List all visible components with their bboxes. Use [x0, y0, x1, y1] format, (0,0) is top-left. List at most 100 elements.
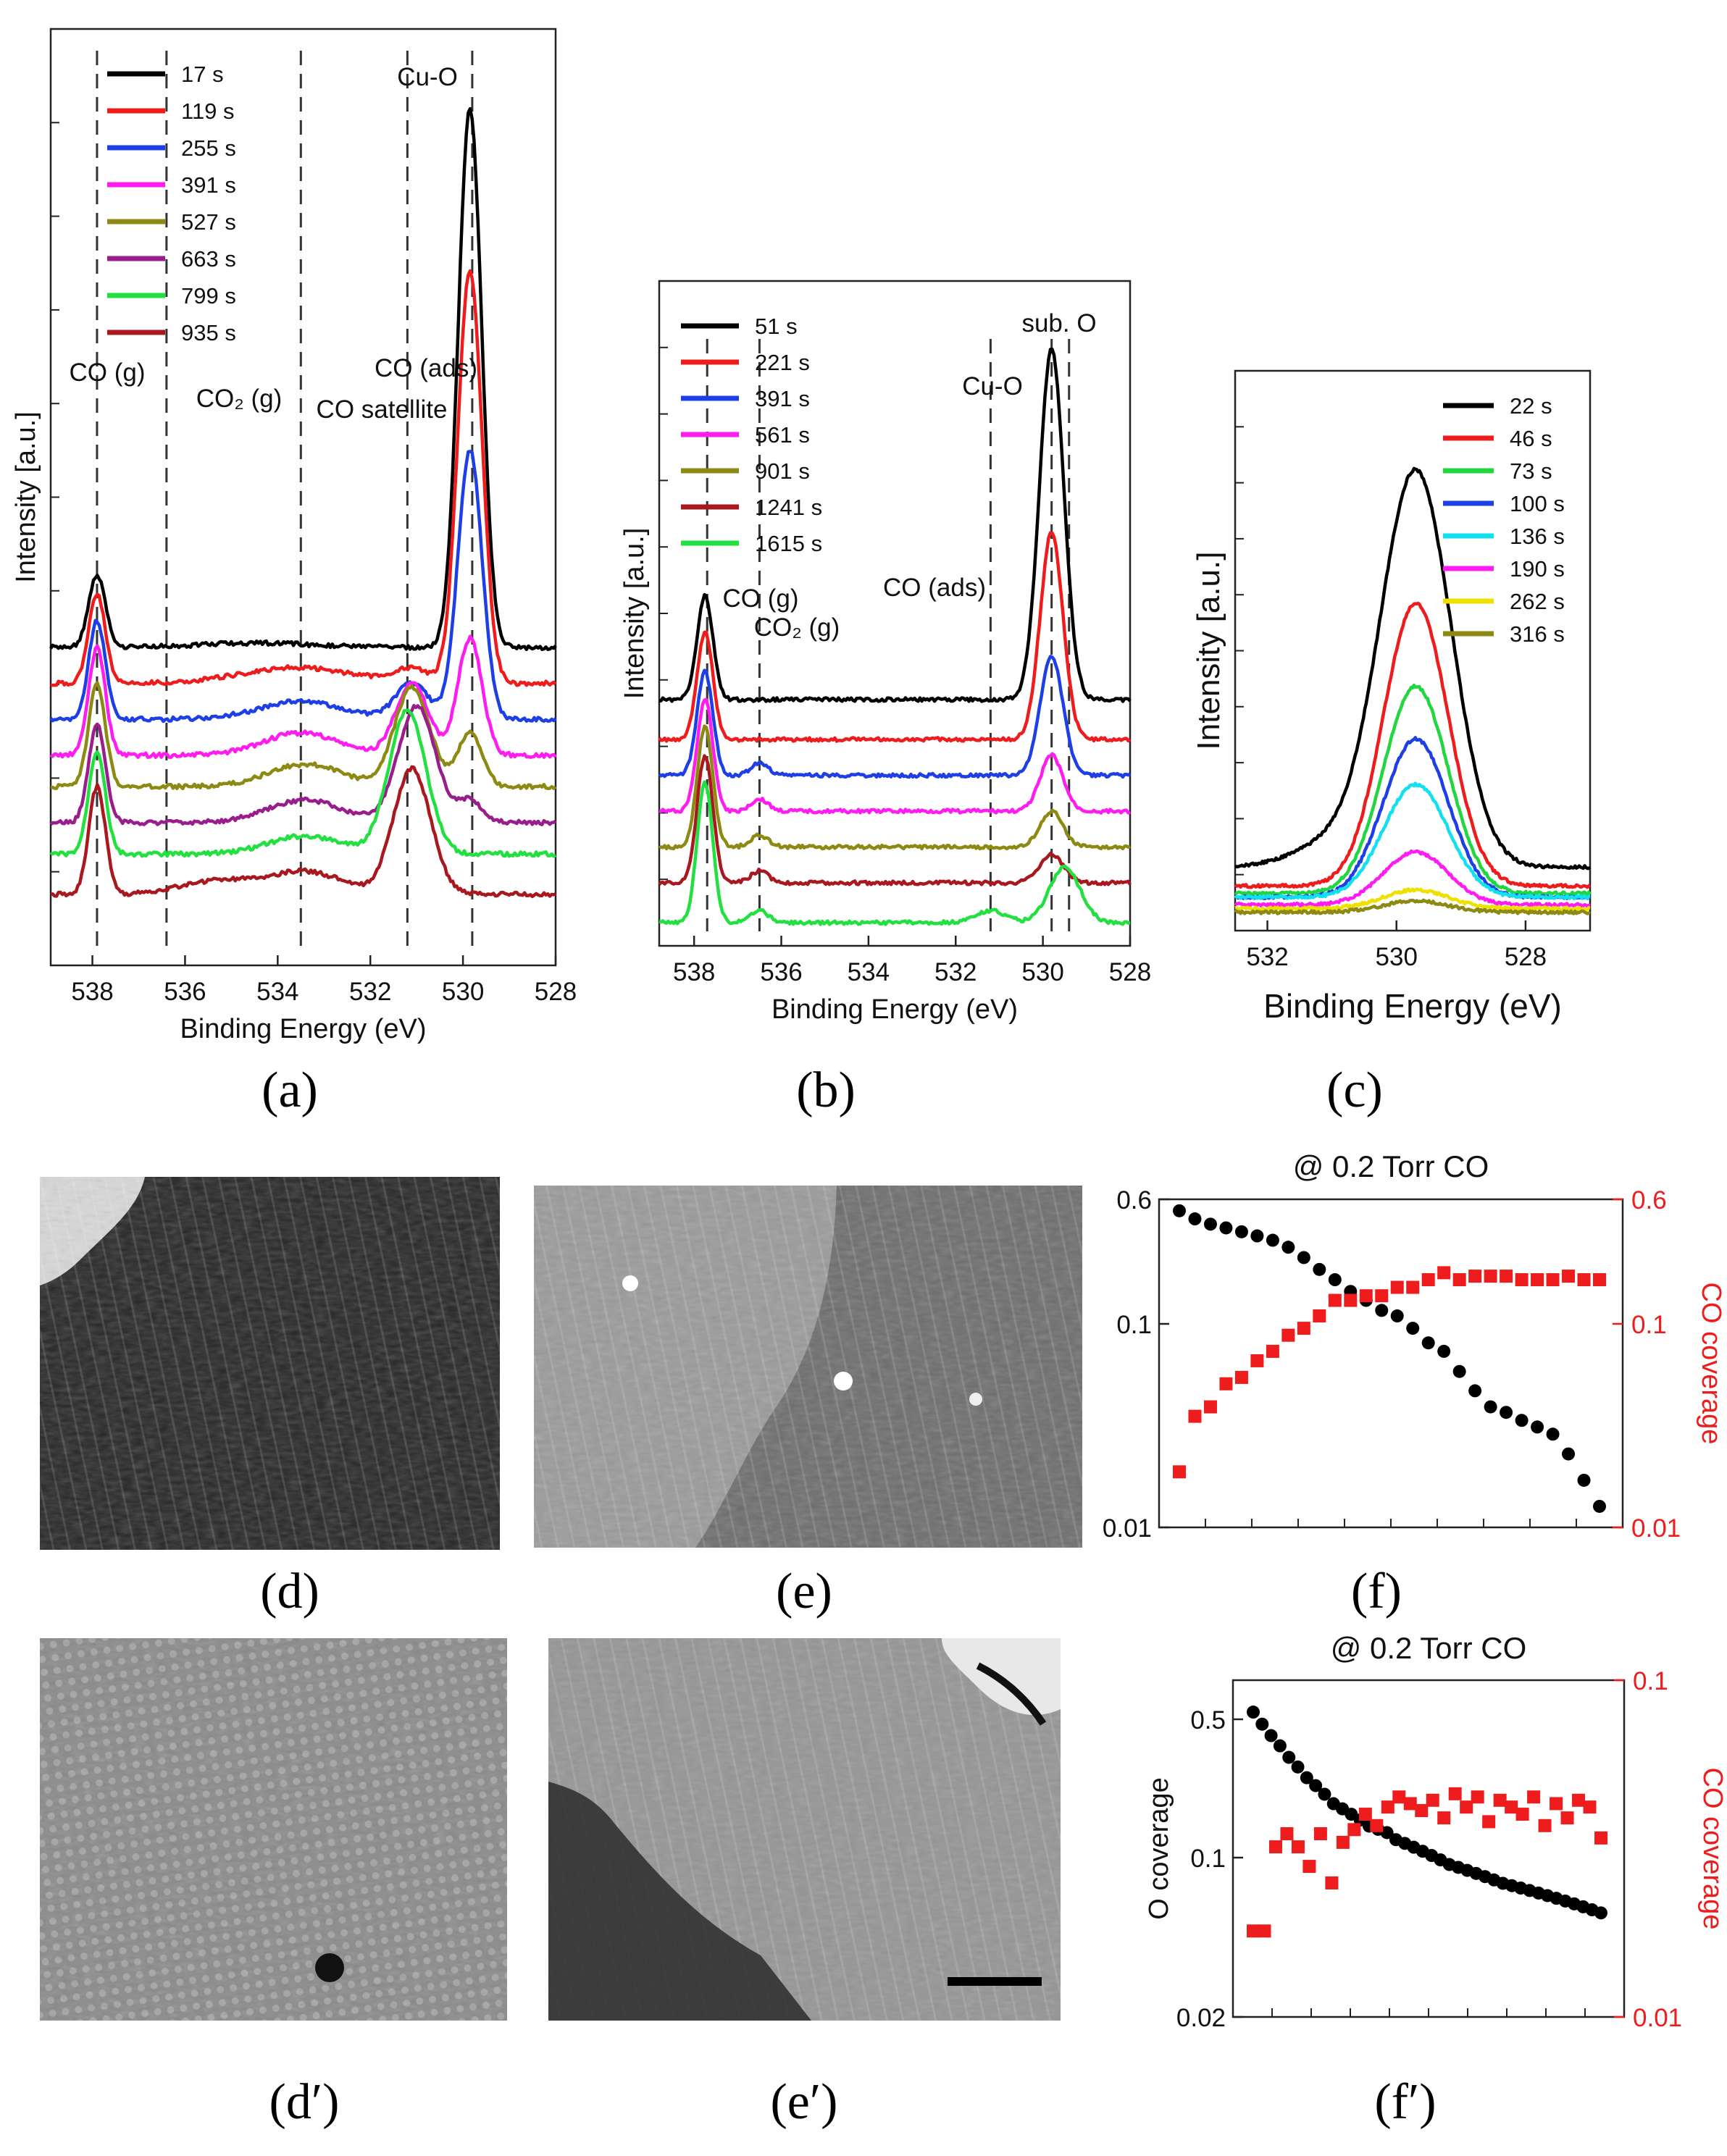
o-coverage-point: [1500, 1406, 1513, 1419]
y-axis-label-right: CO coverage: [1696, 1283, 1726, 1445]
o-coverage-point: [1309, 1779, 1323, 1792]
o-coverage-point: [1234, 1225, 1248, 1238]
co-coverage-point: [1531, 1273, 1544, 1287]
caption-f-prime: (f′): [1374, 2074, 1436, 2130]
chart-f: @ 0.2 Torr CO 0.6 0.1 0.01 0.6 0.1 0.01 CO cove…: [1103, 1149, 1726, 1543]
legend-label: 901 s: [755, 458, 810, 484]
legend-label: 1241 s: [755, 495, 822, 520]
x-axis-label: Binding Energy (eV): [771, 994, 1018, 1025]
co-coverage-point: [1471, 1790, 1484, 1804]
o-coverage-point: [1282, 1750, 1296, 1764]
o-coverage-point: [1318, 1787, 1331, 1801]
caption-e: (e): [776, 1564, 832, 1619]
series-line-799-s: [49, 708, 557, 858]
co-coverage-point: [1493, 1793, 1507, 1807]
series-line-73-s: [1234, 683, 1592, 897]
x-axis-label: Binding Energy (eV): [1263, 987, 1562, 1025]
stm-image-e-prime: [548, 1638, 1061, 2021]
co-coverage-point: [1313, 1309, 1326, 1323]
stm-image-e: [534, 1186, 1082, 1548]
o-coverage-point: [1375, 1304, 1389, 1317]
o-coverage-point: [1264, 1729, 1278, 1742]
co-coverage-point: [1297, 1322, 1310, 1335]
legend-label: 391 s: [755, 386, 810, 411]
caption-c: (c): [1326, 1062, 1383, 1118]
co-coverage-point: [1460, 1800, 1473, 1814]
caption-b: (b): [796, 1062, 856, 1118]
co-coverage-point: [1328, 1293, 1342, 1307]
caption-a: (a): [262, 1062, 318, 1118]
co-coverage-point: [1344, 1293, 1358, 1307]
legend-label: 190 s: [1510, 556, 1565, 582]
series-line-221-s: [658, 531, 1132, 743]
series-line-17-s: [49, 106, 557, 652]
legend-label: 561 s: [755, 422, 810, 448]
series-line-22-s: [1234, 466, 1592, 871]
annotation: CO (g): [723, 584, 799, 613]
co-coverage-point: [1452, 1273, 1466, 1287]
caption-f: (f): [1351, 1564, 1402, 1619]
series-line-136-s: [1234, 781, 1591, 900]
y-tick-label-left: 0.5: [1190, 1706, 1226, 1735]
co-coverage-point: [1266, 1344, 1279, 1358]
series-line-935-s: [50, 765, 556, 899]
series-line-527-s: [50, 681, 557, 791]
co-coverage-point: [1505, 1800, 1518, 1814]
annotation: CO₂ (g): [196, 385, 283, 413]
y-tick-label-right: 0.01: [1631, 1514, 1681, 1543]
annotation: CO (ads): [883, 574, 986, 602]
series-line-561-s: [658, 697, 1132, 815]
x-tick-label: 538: [673, 958, 715, 986]
co-coverage-point: [1336, 1835, 1350, 1849]
legend-label: 316 s: [1510, 621, 1565, 647]
o-coverage-point: [1421, 1336, 1435, 1350]
caption-d-prime: (d′): [269, 2074, 340, 2130]
co-coverage-point: [1538, 1819, 1552, 1832]
o-coverage-point: [1515, 1414, 1529, 1427]
chart-c: 532 530 528 Binding Energy (eV) Intensity [a…: [1191, 393, 1592, 1025]
x-tick-label: 528: [1505, 943, 1547, 971]
co-coverage-point: [1515, 1273, 1529, 1287]
o-coverage-point: [1437, 1344, 1451, 1358]
o-coverage-point: [1281, 1241, 1295, 1254]
co-coverage-point: [1258, 1924, 1271, 1938]
annotation: Cu-O: [962, 372, 1023, 400]
co-coverage-point: [1325, 1876, 1339, 1889]
legend-label: 935 s: [181, 320, 236, 345]
annotation: CO (ads): [375, 354, 477, 382]
co-coverage-point: [1594, 1831, 1607, 1845]
y-axis-label: Intensity [a.u.]: [11, 411, 41, 583]
x-tick-label: 536: [164, 978, 206, 1006]
co-coverage-point: [1484, 1270, 1497, 1283]
o-coverage-point: [1577, 1473, 1591, 1487]
annotation: CO satellite: [317, 395, 448, 424]
legend-label: 527 s: [181, 209, 236, 235]
y-axis-label: Intensity [a.u.]: [1191, 552, 1226, 750]
chart-b: 538 536 534 532 530 528 Binding Energy (eV) Int…: [619, 309, 1151, 1025]
co-coverage-point: [1268, 1840, 1282, 1854]
o-coverage-point: [1247, 1706, 1260, 1719]
legend-label: 17 s: [181, 62, 224, 87]
co-coverage-point: [1421, 1273, 1435, 1287]
series-line-1241-s: [658, 754, 1132, 886]
series-line-255-s: [49, 450, 557, 723]
x-tick-label: 532: [934, 958, 977, 986]
co-coverage-point: [1188, 1409, 1202, 1423]
y-axis-label-left: O coverage: [1144, 1777, 1174, 1919]
co-coverage-point: [1370, 1819, 1384, 1832]
x-axis-label: Binding Energy (eV): [180, 1014, 426, 1044]
stm-image-d-prime: [40, 1638, 507, 2021]
o-coverage-point: [1250, 1229, 1264, 1243]
chart-title: @ 0.2 Torr CO: [1331, 1631, 1527, 1665]
co-coverage-point: [1403, 1797, 1417, 1811]
chart-title: @ 0.2 Torr CO: [1293, 1149, 1489, 1183]
co-coverage-point: [1500, 1270, 1513, 1283]
o-coverage-point: [1531, 1420, 1544, 1434]
co-coverage-point: [1250, 1354, 1264, 1367]
legend-label: 136 s: [1510, 524, 1565, 549]
o-coverage-point: [1380, 1826, 1394, 1840]
chart-layer: 538 536 534 532 530 528 Binding Energy (eV) Int…: [11, 51, 1727, 2032]
co-coverage-point: [1583, 1800, 1597, 1814]
legend-label: 262 s: [1510, 589, 1565, 614]
o-coverage-point: [1452, 1364, 1466, 1378]
